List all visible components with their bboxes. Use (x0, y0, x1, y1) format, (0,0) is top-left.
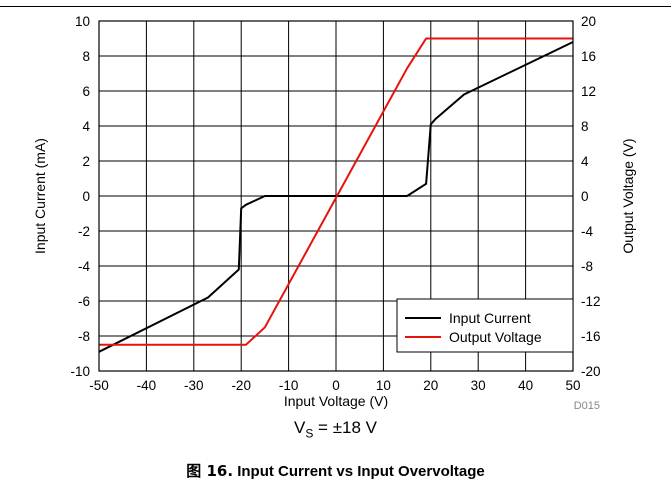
x-tick-label: 40 (518, 378, 533, 393)
y-right-tick-label: -16 (581, 329, 601, 344)
y-left-tick-label: -6 (78, 294, 90, 309)
y-left-tick-label: -8 (78, 329, 90, 344)
y-left-tick-label: 8 (82, 49, 90, 64)
y-left-tick-label: 6 (82, 84, 90, 99)
x-tick-label: -20 (231, 378, 251, 393)
x-tick-label: 10 (376, 378, 391, 393)
y-right-tick-label: 16 (581, 49, 596, 64)
y-axis-left-label: Input Current (mA) (32, 138, 48, 254)
y-left-tick-label: 0 (82, 189, 90, 204)
y-right-tick-labels: -20 -16 -12 -8 -4 0 4 8 12 16 20 (581, 14, 601, 379)
series-layer (98, 37, 574, 353)
y-right-tick-label: -8 (581, 259, 593, 274)
plot-frame (98, 20, 574, 372)
figure-caption: 图 16. Input Current vs Input Overvoltage (0, 460, 671, 481)
x-tick-label: 20 (423, 378, 438, 393)
chart: -50 -40 -30 -20 -10 0 10 20 30 40 50 -10-8-6-4-202… (32, 14, 636, 410)
x-tick-labels: -50 -40 -30 -20 -10 0 10 20 30 40 50 (89, 378, 580, 393)
y-right-tick-label: -4 (581, 224, 593, 239)
y-left-tick-label: 10 (75, 14, 90, 29)
y-right-tick-label: 4 (581, 154, 589, 169)
supply-voltage-annotation: VS = ±18 V (0, 418, 671, 440)
y-left-tick-label: -4 (78, 259, 90, 274)
x-tick-label: -50 (89, 378, 109, 393)
y-right-tick-label: -12 (581, 294, 601, 309)
x-axis-label: Input Voltage (V) (284, 393, 388, 409)
y-right-tick-label: -20 (581, 364, 601, 379)
legend-box (396, 298, 574, 353)
series-line-output-voltage (99, 37, 573, 346)
figure-mark-id: D015 (574, 400, 600, 410)
vs-value: = ±18 V (313, 418, 378, 437)
x-tick-label: 0 (332, 378, 340, 393)
y-left-tick-label: -2 (78, 224, 90, 239)
y-right-tick-label: 20 (581, 14, 596, 29)
x-tick-label: 50 (565, 378, 580, 393)
y-right-tick-label: 8 (581, 119, 589, 134)
x-tick-label: 30 (471, 378, 486, 393)
y-right-tick-label: 12 (581, 84, 596, 99)
legend-label-input-current: Input Current (449, 310, 531, 326)
y-axis-right-label: Output Voltage (V) (620, 138, 636, 253)
vs-symbol: V (293, 418, 306, 437)
x-tick-label: -10 (279, 378, 299, 393)
figure-title: Input Current vs Input Overvoltage (233, 463, 485, 480)
y-left-tick-labels: -10 -8 -6 -4 -2 0 2 4 6 8 10 (70, 14, 90, 379)
vs-subscript: S (305, 426, 314, 441)
y-left-tick-label: -10 (70, 364, 90, 379)
top-rule (0, 6, 671, 7)
y-left-tick-label: 2 (82, 154, 90, 169)
x-tick-label: -30 (184, 378, 204, 393)
figure-number: 图 16. (186, 462, 234, 480)
legend-label-output-voltage: Output Voltage (449, 329, 542, 345)
y-left-tick-label: 4 (82, 119, 90, 134)
legend: Input Current Output Voltage (396, 298, 574, 353)
x-tick-label: -40 (137, 378, 157, 393)
y-right-tick-label: 0 (581, 189, 589, 204)
